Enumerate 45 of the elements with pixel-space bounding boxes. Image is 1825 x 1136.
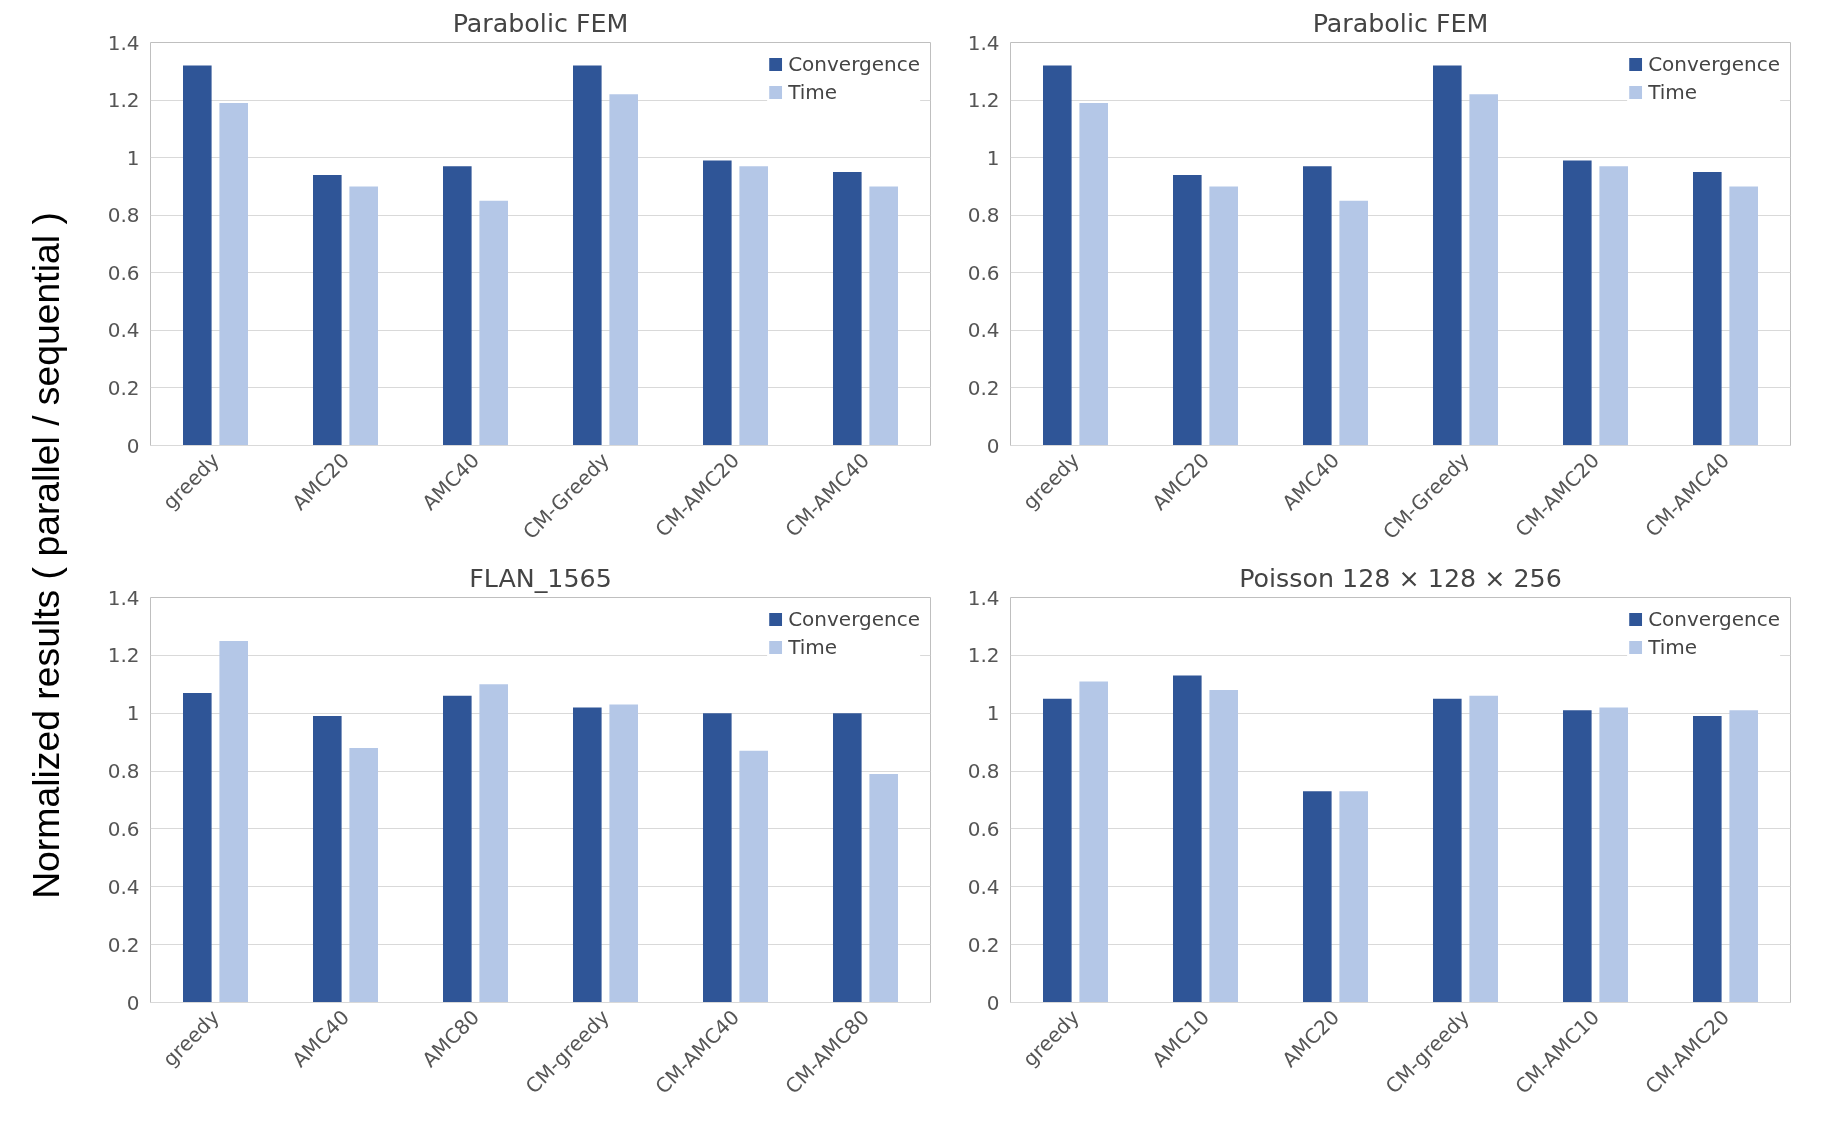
y-tick-label: 1.4 [967,30,1000,55]
y-tick-label: 0.6 [967,816,1000,841]
legend-label: Convergence [1648,607,1780,631]
legend-label: Time [788,635,838,659]
y-tick-label: 0.2 [967,932,1000,957]
y-tick-label: 0.6 [107,260,140,285]
legend-label: Convergence [788,607,920,631]
y-tick-label: 1.2 [107,643,140,668]
y-tick-label: 0 [126,990,140,1015]
y-tick-label: 0.2 [967,375,1000,400]
y-tick-label: 0.4 [967,318,1000,343]
y-tick-label: 1 [986,701,1000,726]
y-tick-label: 0.2 [107,375,140,400]
legend-label: Time [1648,635,1698,659]
y-tick-label: 0.8 [107,203,140,228]
y-tick-label: 1.2 [967,88,1000,113]
y-tick-label: 1 [986,145,1000,170]
y-tick-label: 0.2 [107,932,140,957]
y-tick-label: 1 [126,145,140,170]
y-tick-label: 0.8 [107,759,140,784]
y-tick-label: 0 [986,990,1000,1015]
chart-title: Parabolic FEM [452,7,629,38]
y-tick-label: 0.6 [107,816,140,841]
y-tick-label: 0 [986,433,1000,458]
y-tick-label: 0.4 [107,874,140,899]
y-tick-label: 1.2 [107,88,140,113]
y-tick-label: 0.6 [967,260,1000,285]
chart-title: Parabolic FEM [1312,7,1489,38]
chart-title: Poisson 128 × 128 × 256 [1239,562,1562,593]
legend-label: Convergence [1648,52,1780,76]
legend-label: Time [788,80,838,104]
y-tick-label: 0.8 [967,759,1000,784]
y-tick-label: 0.4 [967,874,1000,899]
y-tick-label: 1 [126,701,140,726]
y-tick-label: 1.4 [107,30,140,55]
legend-label: Convergence [788,52,920,76]
y-tick-label: 0.8 [967,203,1000,228]
legend-label: Time [1648,80,1698,104]
y-tick-label: 1.4 [107,585,140,610]
y-tick-label: 1.2 [967,643,1000,668]
y-tick-label: 0 [126,433,140,458]
y-tick-label: 1.4 [967,585,1000,610]
y-tick-label: 0.4 [107,318,140,343]
chart-title: FLAN_1565 [469,562,612,593]
y-axis-title: Normalized results ( parallel / sequential ) [24,212,67,899]
